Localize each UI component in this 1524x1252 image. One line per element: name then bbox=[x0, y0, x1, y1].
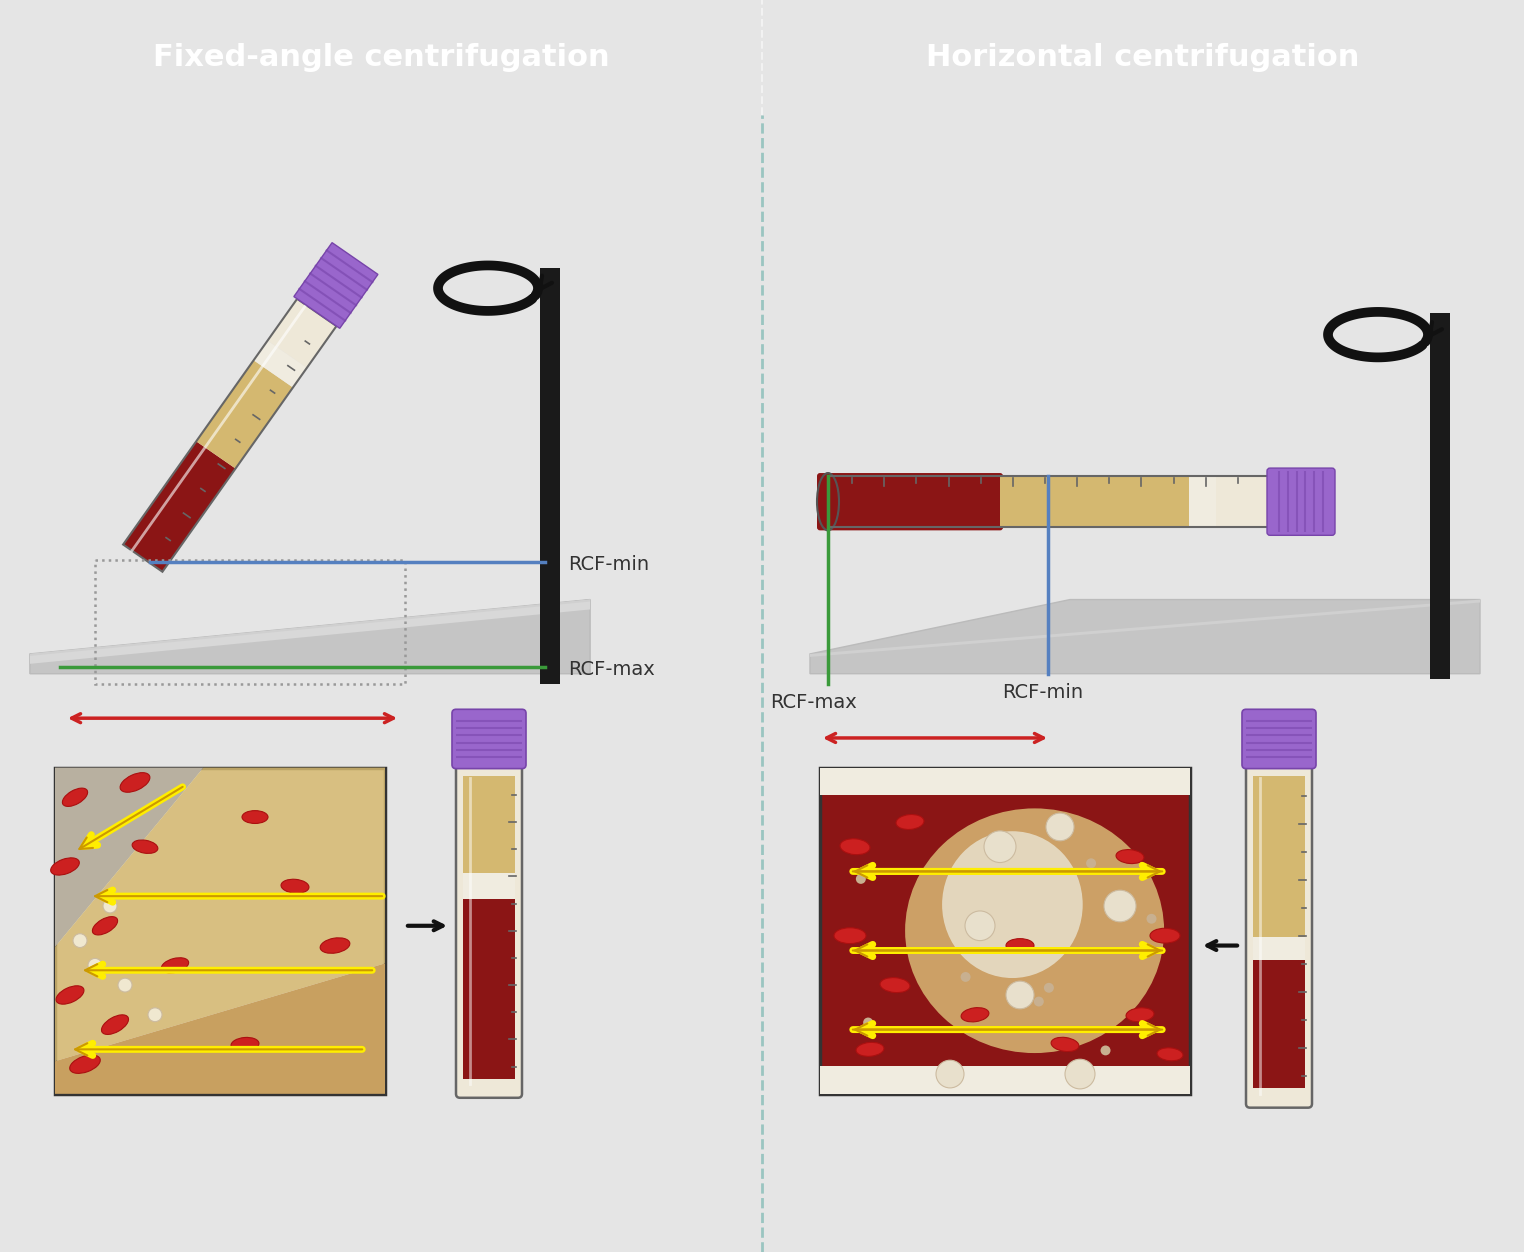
Circle shape bbox=[1146, 914, 1157, 924]
FancyBboxPatch shape bbox=[1242, 710, 1317, 769]
Circle shape bbox=[1103, 890, 1135, 921]
Ellipse shape bbox=[817, 473, 840, 531]
Polygon shape bbox=[123, 442, 236, 572]
Polygon shape bbox=[30, 600, 590, 674]
Ellipse shape bbox=[1157, 1048, 1183, 1060]
Polygon shape bbox=[55, 963, 386, 1094]
Ellipse shape bbox=[896, 815, 924, 830]
Ellipse shape bbox=[280, 879, 309, 893]
Circle shape bbox=[73, 934, 87, 948]
Polygon shape bbox=[809, 600, 1480, 657]
Polygon shape bbox=[253, 341, 306, 387]
Circle shape bbox=[863, 1018, 873, 1028]
Ellipse shape bbox=[232, 1038, 259, 1052]
Ellipse shape bbox=[62, 788, 87, 806]
Ellipse shape bbox=[856, 1043, 884, 1057]
Ellipse shape bbox=[1116, 850, 1145, 864]
Circle shape bbox=[960, 972, 971, 982]
Ellipse shape bbox=[1052, 1038, 1079, 1052]
Ellipse shape bbox=[102, 1015, 128, 1034]
Ellipse shape bbox=[120, 772, 149, 793]
Ellipse shape bbox=[56, 985, 84, 1004]
Circle shape bbox=[1033, 997, 1044, 1007]
Text: Fixed-angle centrifugation: Fixed-angle centrifugation bbox=[152, 43, 610, 73]
Bar bbox=[1430, 313, 1449, 679]
Bar bbox=[828, 476, 1269, 527]
Polygon shape bbox=[55, 767, 386, 1062]
Bar bbox=[463, 899, 515, 1079]
Ellipse shape bbox=[162, 958, 189, 973]
Bar bbox=[539, 268, 559, 684]
Bar bbox=[463, 775, 515, 874]
FancyBboxPatch shape bbox=[1266, 468, 1335, 536]
Circle shape bbox=[88, 958, 102, 973]
Ellipse shape bbox=[840, 839, 870, 855]
Circle shape bbox=[117, 978, 133, 992]
Ellipse shape bbox=[70, 1055, 101, 1073]
Ellipse shape bbox=[1006, 939, 1033, 953]
Circle shape bbox=[936, 1060, 965, 1088]
Bar bbox=[1000, 476, 1189, 527]
Text: RCF-min: RCF-min bbox=[1003, 684, 1084, 702]
Circle shape bbox=[1100, 1045, 1111, 1055]
Bar bbox=[820, 1067, 1190, 1094]
Bar bbox=[1253, 936, 1305, 960]
Bar bbox=[1189, 476, 1216, 527]
Polygon shape bbox=[268, 299, 337, 368]
Circle shape bbox=[965, 911, 995, 940]
Circle shape bbox=[1087, 859, 1096, 868]
Ellipse shape bbox=[1126, 1008, 1154, 1022]
Bar bbox=[820, 767, 1190, 795]
Bar bbox=[463, 874, 515, 899]
FancyBboxPatch shape bbox=[453, 710, 526, 769]
Ellipse shape bbox=[962, 1008, 989, 1022]
Circle shape bbox=[1006, 982, 1033, 1009]
Text: RCF-max: RCF-max bbox=[770, 694, 856, 712]
Ellipse shape bbox=[50, 858, 79, 875]
Circle shape bbox=[856, 874, 866, 884]
Ellipse shape bbox=[1151, 928, 1180, 943]
Ellipse shape bbox=[93, 916, 117, 935]
Text: RCF-max: RCF-max bbox=[568, 660, 655, 680]
Polygon shape bbox=[30, 600, 590, 656]
Ellipse shape bbox=[242, 810, 268, 824]
Circle shape bbox=[985, 831, 1017, 863]
Bar bbox=[55, 767, 386, 1094]
Ellipse shape bbox=[133, 840, 158, 854]
Bar bbox=[1253, 960, 1305, 1088]
Bar bbox=[94, 560, 405, 684]
FancyBboxPatch shape bbox=[1247, 764, 1312, 1108]
Circle shape bbox=[1065, 1059, 1096, 1089]
Circle shape bbox=[148, 1008, 162, 1022]
Polygon shape bbox=[30, 600, 590, 664]
Polygon shape bbox=[55, 767, 204, 947]
Ellipse shape bbox=[834, 928, 866, 944]
Bar bbox=[1216, 476, 1269, 527]
Polygon shape bbox=[809, 600, 1480, 674]
Ellipse shape bbox=[905, 809, 1164, 1053]
Polygon shape bbox=[294, 243, 378, 328]
FancyBboxPatch shape bbox=[817, 473, 1003, 531]
Polygon shape bbox=[197, 361, 293, 468]
Bar bbox=[820, 767, 1190, 1094]
Text: RCF-min: RCF-min bbox=[568, 556, 649, 575]
Circle shape bbox=[1045, 813, 1074, 841]
Circle shape bbox=[1044, 983, 1055, 993]
Circle shape bbox=[104, 899, 117, 913]
Polygon shape bbox=[30, 600, 590, 674]
FancyBboxPatch shape bbox=[456, 764, 523, 1098]
Text: Horizontal centrifugation: Horizontal centrifugation bbox=[927, 43, 1359, 73]
Ellipse shape bbox=[942, 831, 1082, 978]
Ellipse shape bbox=[879, 978, 910, 993]
Bar bbox=[1253, 775, 1305, 936]
Ellipse shape bbox=[320, 938, 351, 953]
